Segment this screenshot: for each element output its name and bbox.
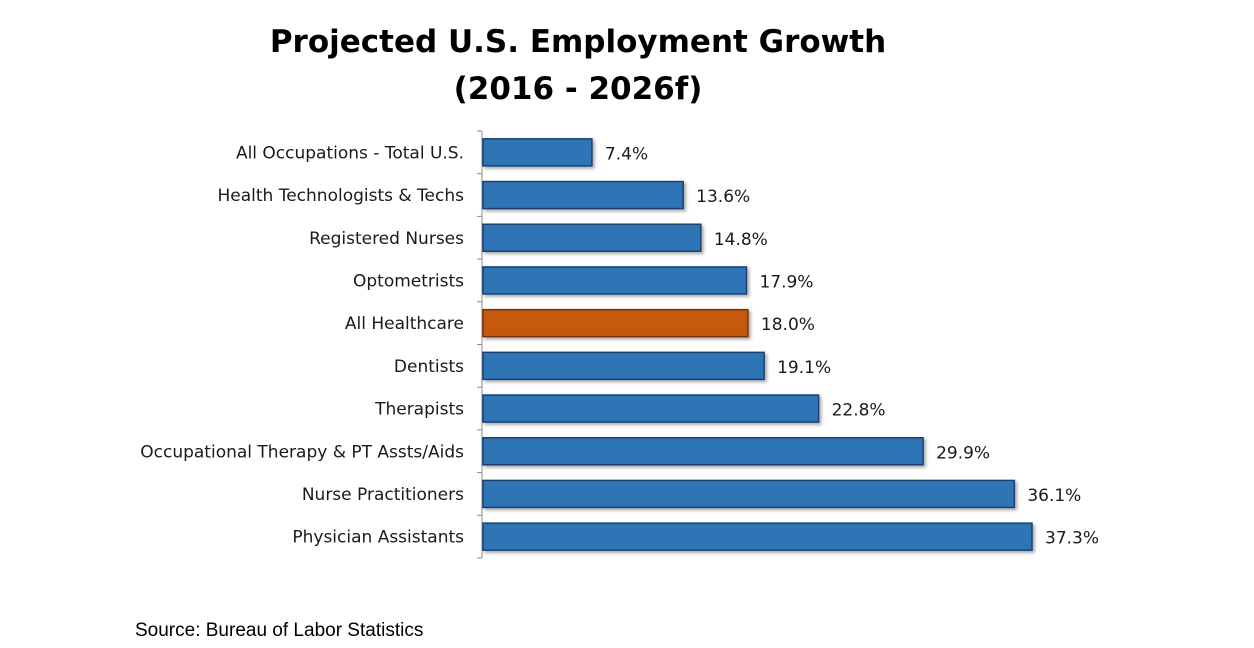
value-label: 22.8%: [832, 401, 886, 421]
labels-layer: All Occupations - Total U.S. 7.4% Health T…: [140, 143, 1099, 548]
value-label: 13.6%: [696, 187, 750, 207]
bar-4: [482, 266, 748, 295]
bars-layer: [482, 138, 1033, 551]
value-label: 7.4%: [605, 144, 648, 164]
source-note: Source: Bureau of Labor Statistics: [135, 620, 424, 641]
axis-layer: [477, 130, 483, 559]
category-label: Dentists: [394, 357, 464, 377]
category-label: Therapists: [374, 400, 464, 420]
value-label: 17.9%: [759, 272, 813, 292]
value-label: 29.9%: [936, 443, 990, 463]
category-label: Registered Nurses: [309, 229, 464, 249]
category-label: Optometrists: [353, 271, 464, 291]
bar-10: [482, 522, 1033, 551]
category-label: All Occupations - Total U.S.: [236, 143, 464, 163]
category-label: Health Technologists & Techs: [218, 186, 465, 206]
value-label: 36.1%: [1027, 486, 1081, 506]
value-label: 14.8%: [714, 230, 768, 250]
chart-subtitle: (2016 - 2026f): [454, 71, 703, 107]
bar-7: [482, 394, 820, 423]
bar-3: [482, 223, 702, 252]
bar-5: [482, 308, 749, 338]
bar-2: [482, 180, 684, 210]
value-label: 37.3%: [1045, 529, 1099, 549]
bar-9: [482, 479, 1016, 509]
category-label: Occupational Therapy & PT Assts/Aids: [140, 442, 464, 462]
bar-6: [482, 351, 765, 381]
chart-title: Projected U.S. Employment Growth: [270, 24, 886, 60]
category-label: All Healthcare: [345, 314, 464, 334]
category-label: Nurse Practitioners: [302, 485, 464, 505]
value-label: 19.1%: [777, 358, 831, 378]
bar-8: [482, 437, 924, 466]
value-label: 18.0%: [761, 315, 815, 335]
bar-1: [482, 138, 593, 167]
category-label: Physician Assistants: [292, 528, 464, 548]
